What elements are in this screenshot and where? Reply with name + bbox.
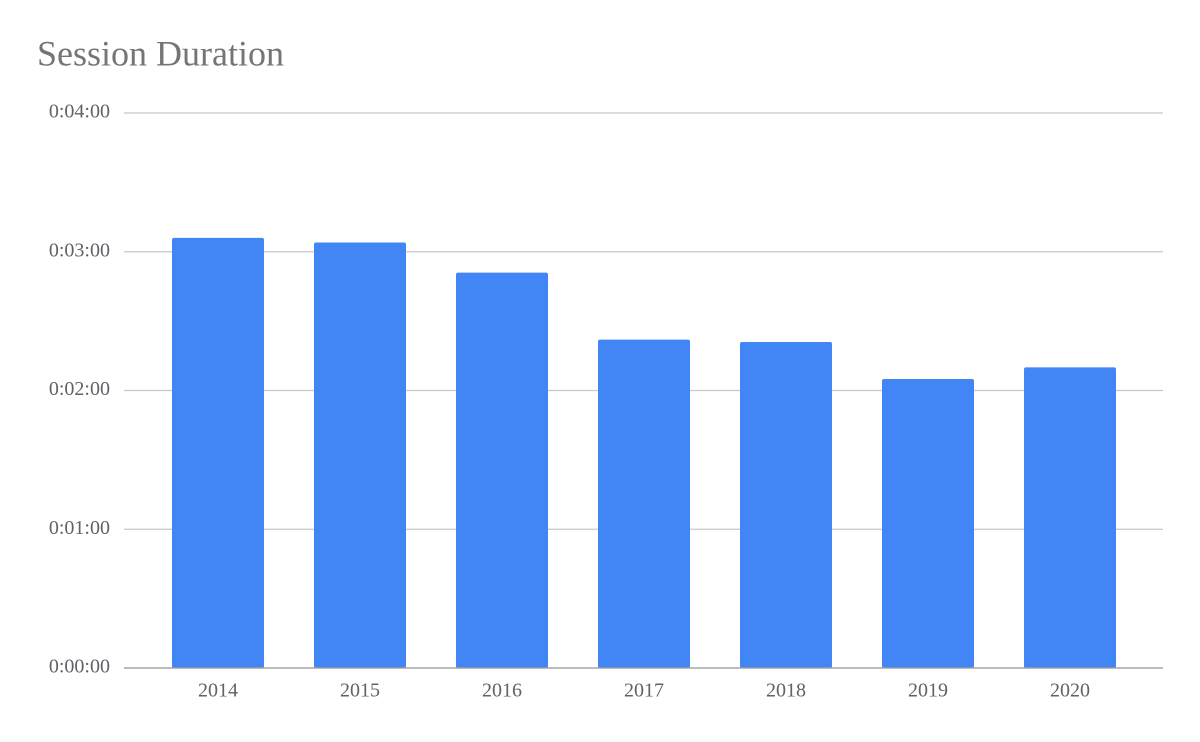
x-tick-label: 2019: [908, 680, 948, 702]
y-tick-label: 0:00:00: [49, 656, 110, 678]
x-tick-label: 2014: [198, 680, 238, 702]
bar: [1024, 367, 1116, 668]
x-tick-label: 2018: [766, 680, 806, 702]
bar: [740, 341, 832, 668]
bar: [598, 339, 690, 668]
y-tick-label: 0:02:00: [49, 378, 110, 400]
bar: [882, 378, 974, 668]
x-tick-label: 2017: [624, 680, 664, 702]
y-tick-label: 0:01:00: [49, 517, 110, 539]
x-tick-label: 2015: [340, 680, 380, 702]
x-tick-label: 2016: [482, 680, 522, 702]
bar: [456, 272, 548, 668]
bar: [172, 237, 264, 668]
y-tick-label: 0:04:00: [49, 101, 110, 123]
x-tick-label: 2020: [1050, 680, 1090, 702]
y-tick-label: 0:03:00: [49, 239, 110, 261]
bar: [314, 242, 406, 668]
chart-title: Session Duration: [37, 33, 284, 73]
